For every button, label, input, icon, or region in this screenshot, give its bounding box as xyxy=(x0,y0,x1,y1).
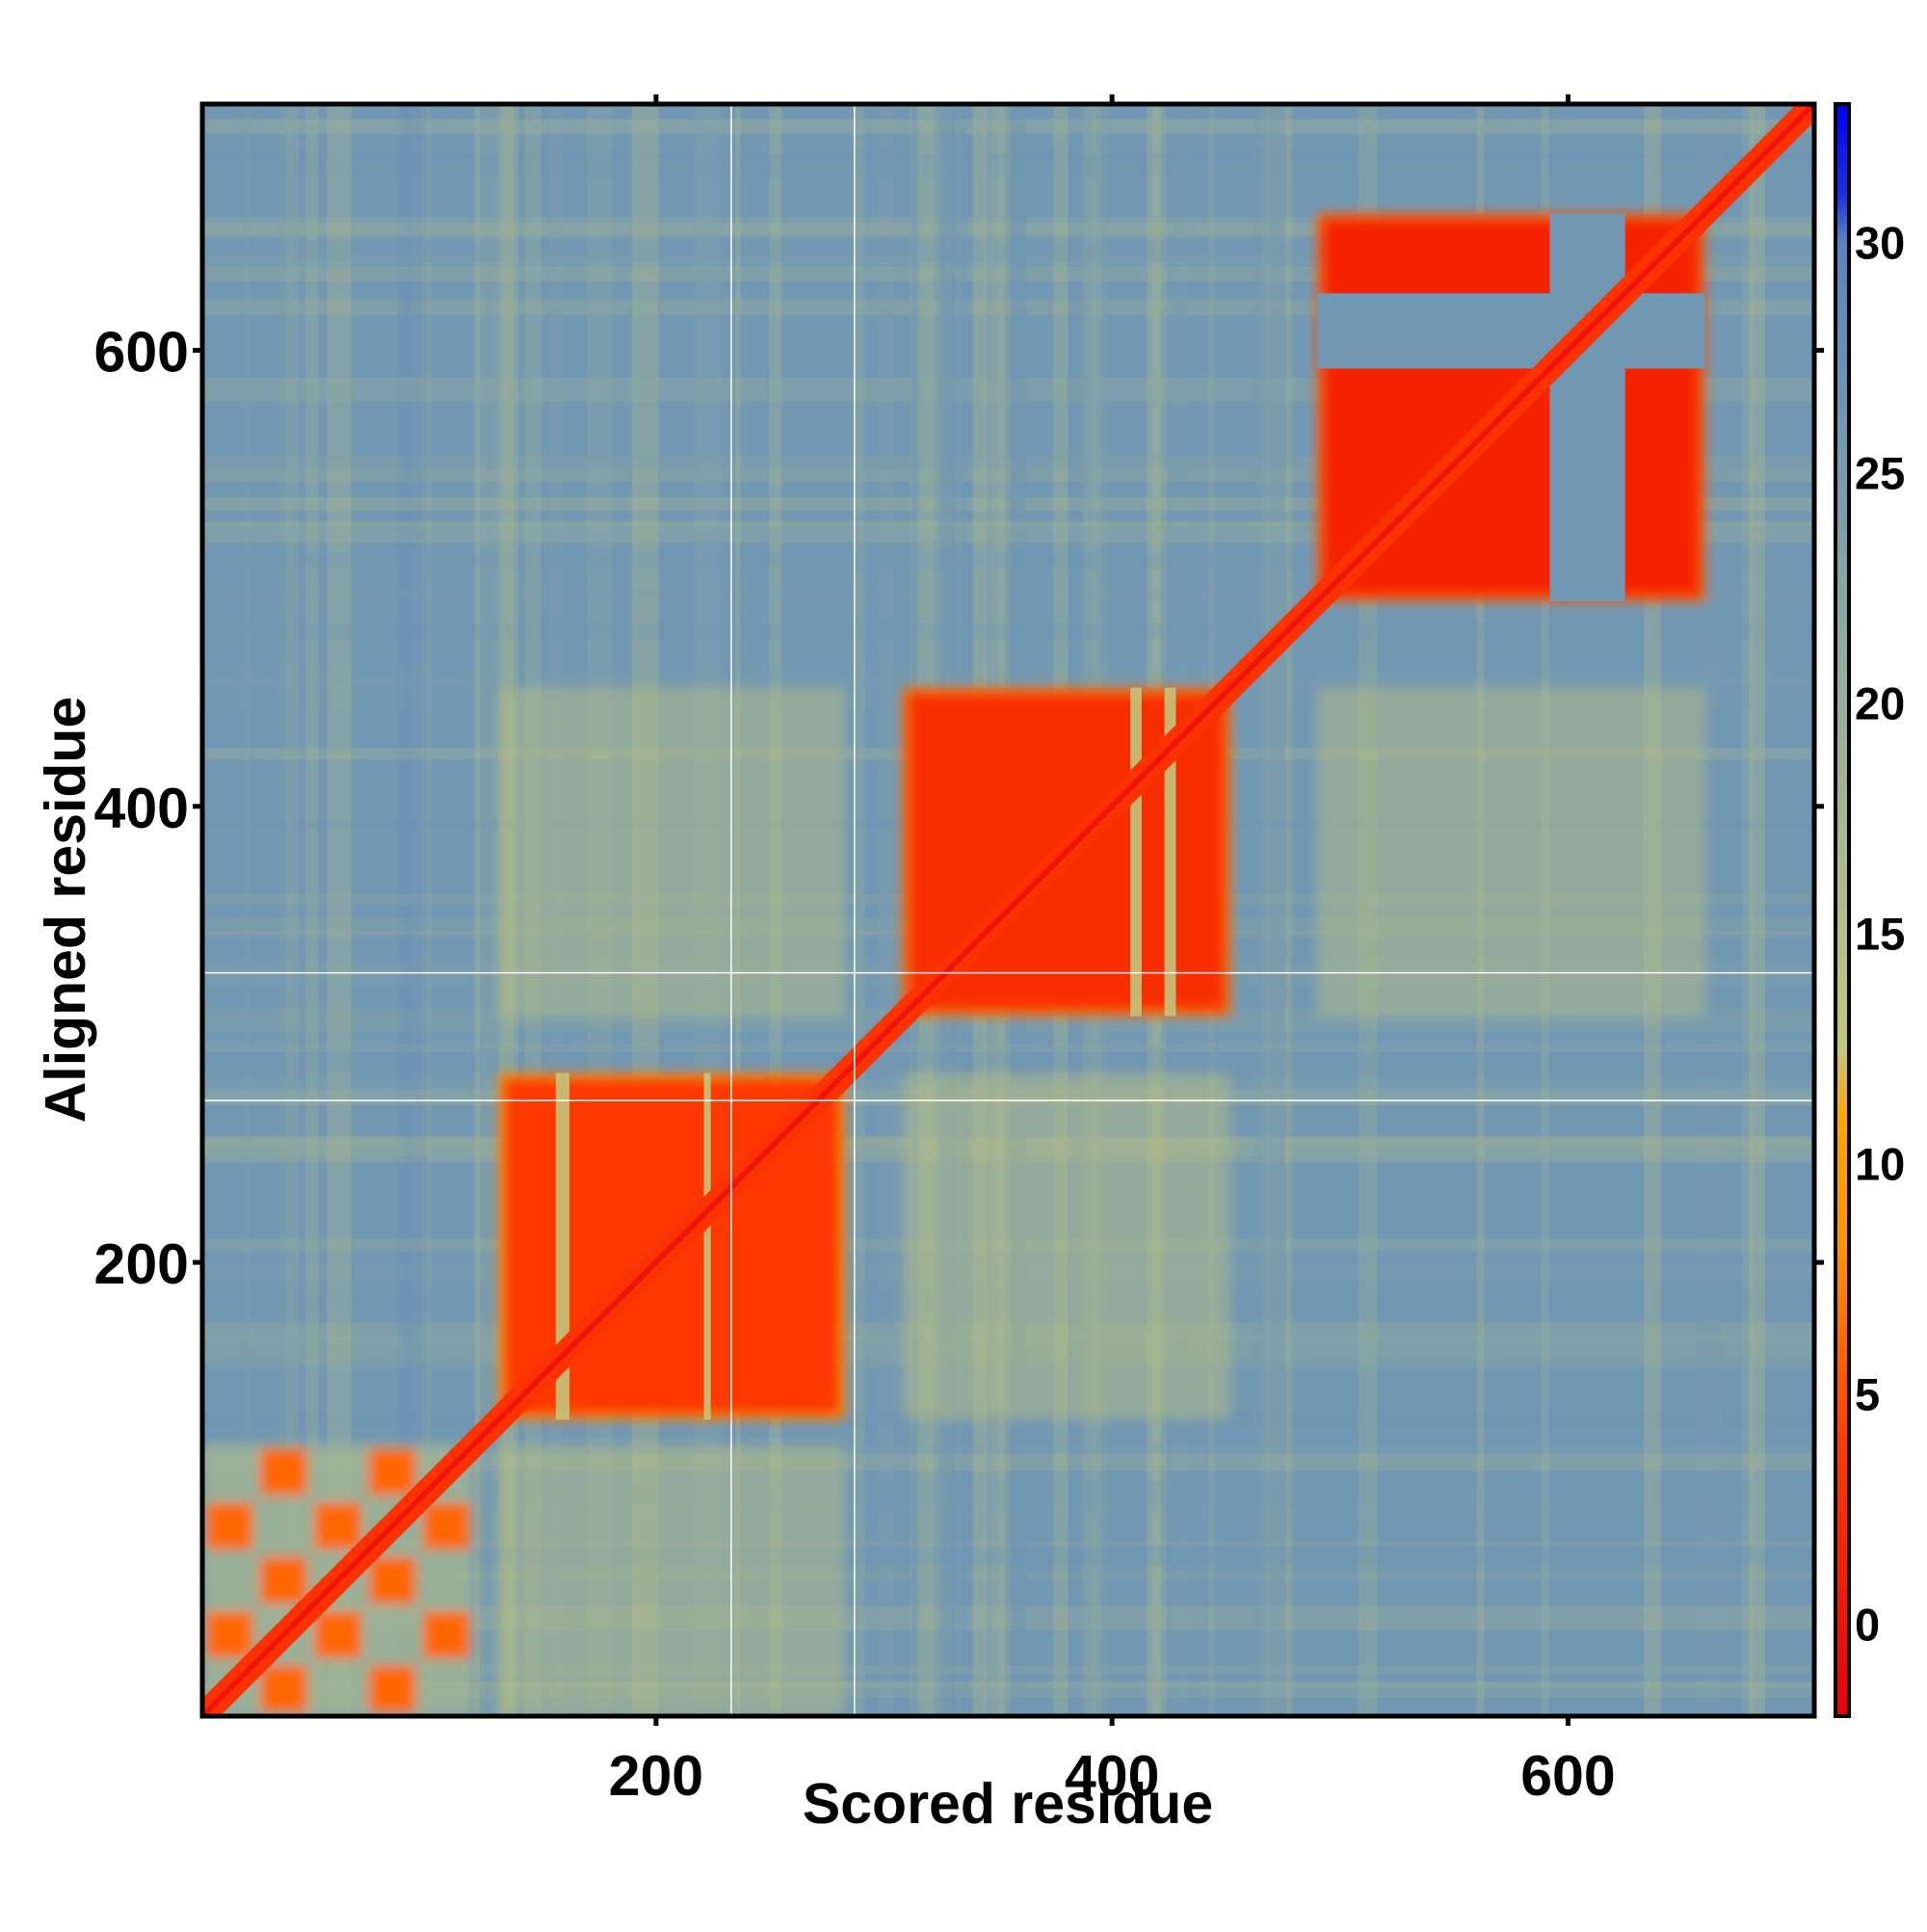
colorbar-tick-label: 20 xyxy=(1855,677,1905,728)
texture-column xyxy=(404,104,427,1716)
domain-patch xyxy=(423,1502,470,1550)
texture-row xyxy=(202,154,1814,177)
domain-gap-row xyxy=(1317,293,1705,353)
domain-patch xyxy=(260,1665,307,1712)
texture-column xyxy=(278,104,294,1716)
texture-column xyxy=(1264,104,1273,1716)
texture-column xyxy=(1269,104,1286,1716)
texture-column xyxy=(486,104,492,1716)
texture-row xyxy=(202,1540,1814,1548)
domain-patch xyxy=(206,1502,253,1550)
right-axis-ticks xyxy=(1814,348,1824,1265)
colorbar-tick-label: 10 xyxy=(1855,1138,1905,1189)
domain-gap-column xyxy=(703,1072,711,1420)
domain-patch xyxy=(368,1557,416,1604)
texture-row xyxy=(202,1571,1814,1581)
heatmap-area xyxy=(202,104,1814,1716)
domain-gap-column xyxy=(1130,687,1142,1017)
weak-interaction-block xyxy=(498,687,846,1017)
texture-row xyxy=(202,663,1814,678)
domain-gap-column xyxy=(1164,687,1176,1017)
y-axis-title: Aligned residue xyxy=(34,697,97,1124)
colorbar: 0 5 10 15 20 25 30 xyxy=(1834,102,1905,1718)
x-axis-title: Scored residue xyxy=(803,1772,1213,1836)
domain-patch xyxy=(260,1557,307,1604)
texture-row xyxy=(202,622,1814,640)
texture-column xyxy=(305,104,319,1716)
texture-row xyxy=(202,673,1814,688)
weak-interaction-block xyxy=(902,1072,1231,1420)
top-axis-ticks xyxy=(653,94,1571,104)
colorbar-tick-label: 15 xyxy=(1855,908,1905,959)
y-tick-label: 600 xyxy=(94,321,189,384)
domain-patch xyxy=(314,1502,361,1550)
texture-column xyxy=(474,104,480,1716)
colorbar-ticks: 0 5 10 15 20 25 30 xyxy=(1855,217,1905,1650)
texture-column xyxy=(1266,104,1292,1716)
domain-patch xyxy=(314,1611,361,1658)
domain-gap-column xyxy=(555,1072,569,1420)
texture-row xyxy=(202,1045,1814,1073)
diagonal-line xyxy=(202,104,1814,1716)
domain-patch xyxy=(423,1611,470,1658)
texture-row xyxy=(202,1664,1814,1675)
x-tick-label: 200 xyxy=(609,1744,703,1808)
weak-interaction-block xyxy=(1317,687,1705,1017)
heatmap-white-gridlines xyxy=(202,104,1814,1716)
colorbar-tick-label: 25 xyxy=(1855,447,1905,498)
texture-row xyxy=(202,119,1814,134)
colorbar-gradient xyxy=(1835,104,1849,1716)
texture-column xyxy=(421,104,432,1716)
colorbar-tick-label: 30 xyxy=(1855,217,1905,268)
texture-row xyxy=(202,152,1814,159)
domain-patch xyxy=(206,1611,253,1658)
y-tick-label: 200 xyxy=(94,1232,189,1296)
texture-row xyxy=(202,591,1814,600)
texture-row xyxy=(202,1503,1814,1514)
texture-column xyxy=(855,104,865,1716)
colorbar-tick-label: 5 xyxy=(1855,1368,1880,1419)
texture-column xyxy=(241,104,251,1716)
domain-patch xyxy=(368,1448,416,1495)
y-axis: 200 400 600 xyxy=(94,321,202,1296)
colorbar-tick-label: 0 xyxy=(1855,1599,1880,1650)
heatmap-diagonal xyxy=(202,104,1814,1716)
domain-patch xyxy=(260,1448,307,1495)
x-tick-label: 600 xyxy=(1520,1744,1615,1808)
texture-column xyxy=(1285,104,1294,1716)
texture-column xyxy=(397,104,412,1716)
texture-row xyxy=(202,520,1814,526)
weak-interaction-block xyxy=(498,1444,846,1716)
texture-column xyxy=(1254,104,1268,1716)
texture-row xyxy=(202,1681,1814,1688)
heatmap-domain-gaps xyxy=(555,213,1705,1420)
texture-column xyxy=(1749,104,1766,1716)
texture-column xyxy=(285,104,300,1716)
y-tick-label: 400 xyxy=(94,777,189,840)
texture-row xyxy=(202,1443,1814,1453)
domain-gap-column xyxy=(1549,213,1625,601)
texture-column xyxy=(878,104,896,1716)
x-tick-label: 400 xyxy=(1065,1744,1159,1808)
colorbar-frame xyxy=(1834,102,1851,1718)
texture-column xyxy=(1261,104,1269,1716)
texture-column xyxy=(1742,104,1755,1716)
x-axis: 200 400 600 xyxy=(609,1716,1616,1808)
domain-patch xyxy=(368,1665,416,1712)
texture-row xyxy=(202,1044,1814,1053)
texture-row xyxy=(202,119,1814,133)
plot-frame xyxy=(199,101,1817,1719)
